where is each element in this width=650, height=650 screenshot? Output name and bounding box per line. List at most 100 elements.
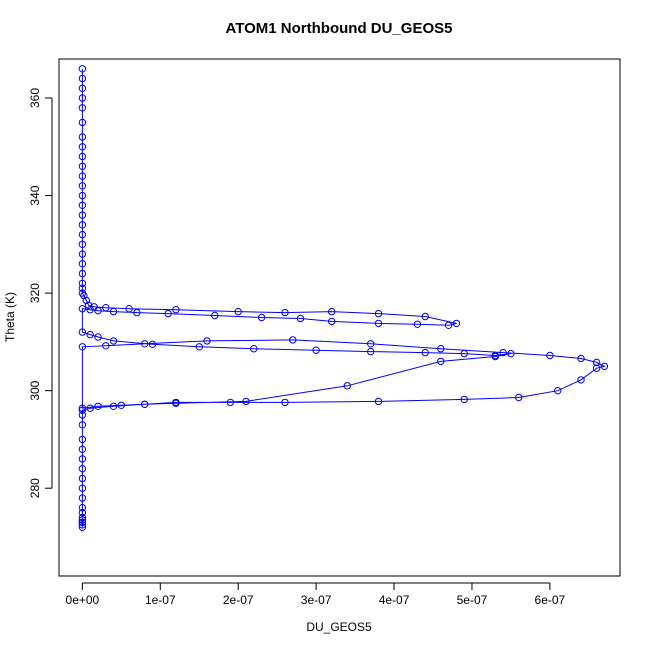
- data-point: [78, 445, 87, 453]
- data-point: [507, 349, 515, 358]
- x-tick-label: 5e-07: [457, 593, 488, 607]
- data-point: [172, 398, 180, 407]
- chart-title: ATOM1 Northbound DU_GEOS5: [226, 20, 453, 37]
- data-point: [78, 279, 87, 288]
- data-point: [102, 304, 110, 312]
- data-point: [234, 307, 242, 316]
- data-point: [78, 474, 87, 483]
- data-point: [78, 118, 87, 127]
- y-axis: 280 300 320 340 360: [28, 88, 53, 498]
- data-point: [600, 362, 609, 370]
- data-point: [374, 319, 383, 328]
- data-point: [102, 342, 110, 350]
- x-tick-label: 3e-07: [301, 593, 332, 607]
- data-point: [78, 65, 87, 73]
- data-point: [78, 508, 87, 517]
- data-point: [78, 162, 87, 171]
- x-tick-label: 0e+00: [66, 593, 100, 607]
- data-point: [444, 321, 453, 329]
- data-point: [78, 84, 87, 93]
- data-point: [109, 402, 118, 410]
- y-tick-label: 320: [28, 283, 42, 303]
- data-point: [78, 455, 87, 463]
- data-point: [203, 337, 211, 345]
- y-axis-label: Theta (K): [3, 292, 17, 342]
- data-point: [289, 336, 297, 344]
- y-tick-label: 360: [28, 88, 42, 108]
- data-point: [78, 191, 87, 200]
- x-tick-label: 1e-07: [145, 593, 176, 607]
- data-point: [592, 358, 601, 367]
- data-point: [437, 357, 445, 366]
- data-point: [281, 398, 289, 407]
- data-point: [78, 521, 87, 529]
- data-point: [78, 328, 87, 336]
- data-point: [78, 74, 87, 83]
- data-point: [460, 395, 468, 404]
- data-point: [78, 182, 87, 190]
- x-axis-label: DU_GEOS5: [306, 620, 372, 634]
- data-point: [141, 400, 149, 408]
- y-tick-label: 340: [28, 185, 42, 205]
- data-point: [226, 398, 235, 407]
- data-point: [491, 352, 499, 361]
- data-point: [78, 172, 87, 180]
- y-tick-label: 280: [28, 478, 42, 498]
- data-point: [296, 314, 305, 323]
- x-axis: 0e+00 1e-07 2e-07 3e-07 4e-07 5e-07 6e-07: [66, 582, 566, 607]
- data-point: [257, 313, 266, 322]
- data-point: [367, 340, 375, 348]
- data-point: [460, 349, 468, 358]
- plot-area: [78, 65, 609, 531]
- data-point: [109, 307, 118, 316]
- data-point: [78, 494, 87, 502]
- data-point: [78, 221, 87, 229]
- data-point: [86, 330, 94, 339]
- data-point: [78, 406, 87, 414]
- data-point: [78, 240, 87, 249]
- data-point: [515, 393, 523, 402]
- data-point: [86, 404, 94, 412]
- plot-frame: [58, 58, 621, 577]
- data-point: [195, 343, 204, 351]
- data-point: [78, 260, 87, 268]
- data-point: [78, 516, 87, 524]
- data-point: [281, 308, 289, 317]
- data-point: [78, 269, 87, 278]
- data-point: [250, 345, 258, 353]
- data-point: [421, 312, 429, 321]
- data-point: [117, 401, 126, 409]
- data-point: [94, 333, 102, 341]
- data-point: [577, 354, 585, 363]
- data-point: [148, 340, 157, 348]
- data-point: [78, 343, 87, 351]
- data-point: [78, 94, 87, 102]
- data-point: [78, 305, 87, 313]
- data-point: [413, 320, 422, 328]
- series-line: [81, 68, 606, 528]
- data-point: [546, 351, 554, 360]
- data-point: [84, 301, 93, 309]
- data-point: [78, 104, 87, 112]
- data-point: [164, 309, 172, 318]
- data-point: [78, 211, 87, 219]
- data-point: [374, 309, 383, 318]
- data-point: [78, 465, 87, 473]
- y-tick-label: 300: [28, 380, 42, 400]
- data-point: [592, 364, 601, 372]
- data-point: [133, 308, 141, 317]
- data-point: [78, 133, 87, 141]
- data-point: [211, 311, 219, 320]
- data-point: [78, 484, 87, 492]
- data-point: [374, 397, 383, 406]
- data-point: [78, 201, 87, 210]
- data-point: [343, 382, 351, 390]
- x-tick-label: 4e-07: [379, 593, 410, 607]
- data-point: [78, 284, 87, 292]
- data-point: [78, 504, 87, 512]
- x-tick-label: 6e-07: [535, 593, 566, 607]
- data-point: [78, 411, 87, 419]
- data-point: [577, 376, 585, 384]
- data-point: [367, 347, 375, 356]
- data-point: [452, 319, 461, 328]
